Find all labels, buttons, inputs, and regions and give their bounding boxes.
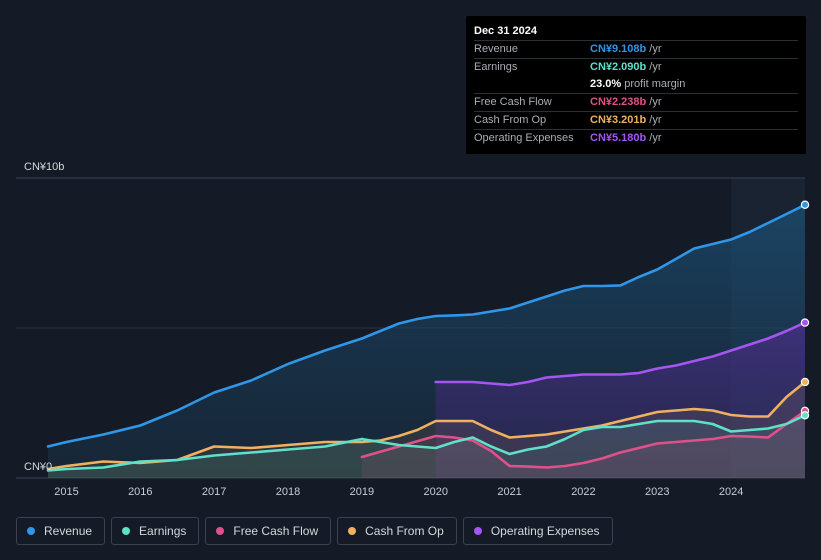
area-free-cash-flow (361, 410, 805, 478)
tooltip-row-revenue: Revenue CN¥9.108b /yr (474, 40, 798, 58)
x-tick-2019: 2019 (350, 486, 374, 498)
x-tick-2024: 2024 (719, 486, 743, 498)
tooltip-unit: profit margin (624, 78, 686, 90)
x-tick-2018: 2018 (276, 486, 300, 498)
line-earnings (46, 414, 807, 472)
tooltip-label: Operating Expenses (474, 132, 574, 144)
legend-dot-icon (27, 527, 35, 535)
legend-label: Revenue (44, 524, 93, 538)
line-revenue (46, 203, 807, 448)
legend-label: Free Cash Flow (233, 524, 319, 538)
tooltip-value: CN¥5.180b (590, 132, 647, 144)
x-tick-2023: 2023 (645, 486, 669, 498)
y-tick-bottom: CN¥0 (24, 461, 52, 473)
line-cash-from-op (46, 380, 807, 471)
tooltip-value: CN¥2.238b (590, 96, 647, 108)
tooltip-unit: /yr (649, 96, 662, 108)
tooltip-label: Revenue (474, 43, 519, 55)
tooltip-unit: /yr (649, 114, 662, 126)
tooltip-unit: /yr (649, 43, 662, 55)
tooltip-value: CN¥9.108b (590, 43, 647, 55)
legend-item-cash-from-op[interactable]: Cash From Op (337, 517, 457, 545)
legend-label: Cash From Op (365, 524, 444, 538)
tooltip-row-earnings: Earnings CN¥2.090b /yr (474, 58, 798, 76)
tooltip-unit: /yr (649, 61, 662, 73)
x-tick-2022: 2022 (571, 486, 595, 498)
legend-label: Operating Expenses (490, 524, 600, 538)
y-tick-top: CN¥10b (24, 161, 64, 173)
tooltip-date: Dec 31 2024 (474, 25, 537, 37)
line-operating-expenses (434, 321, 807, 387)
x-tick-2020: 2020 (423, 486, 447, 498)
tooltip-value: CN¥3.201b (590, 114, 647, 126)
legend-item-revenue[interactable]: Revenue (16, 517, 106, 545)
endpoint-revenue[interactable] (800, 200, 810, 209)
tooltip: Dec 31 2024 Revenue CN¥9.108b /yr Earnin… (466, 16, 806, 154)
legend-dot-icon (216, 527, 225, 535)
tooltip-label: Earnings (474, 61, 518, 73)
tooltip-label (474, 76, 590, 93)
legend-item-earnings[interactable]: Earnings (111, 517, 200, 545)
legend-label: Earnings (139, 524, 187, 538)
tooltip-value: CN¥2.090b (590, 61, 647, 73)
legend-item-free-cash-flow[interactable]: Free Cash Flow (205, 517, 332, 545)
tooltip-row-opex: Operating Expenses CN¥5.180b /yr (474, 129, 798, 147)
x-tick-2015: 2015 (54, 486, 78, 498)
tooltip-value: 23.0% (590, 78, 622, 90)
legend-dot-icon (122, 527, 131, 535)
tooltip-label: Cash From Op (474, 114, 547, 126)
area-earnings (48, 415, 805, 478)
chart: CN¥10b CN¥0 2015 2016 2017 2018 2019 2020 2021… (16, 161, 810, 498)
legend-dot-icon (348, 527, 357, 535)
tooltip-row-margin: 23.0% profit margin (474, 76, 798, 93)
x-tick-2016: 2016 (128, 486, 152, 498)
legend-dot-icon (473, 527, 482, 535)
tooltip-label: Free Cash Flow (474, 96, 552, 108)
legend-item-operating-expenses[interactable]: Operating Expenses (462, 517, 613, 545)
endpoint-operating-expenses[interactable] (800, 318, 810, 327)
endpoint-cash-from-op[interactable] (800, 377, 810, 387)
legend: Revenue Earnings Free Cash Flow Cash Fro… (16, 517, 619, 547)
x-tick-2021: 2021 (497, 486, 521, 498)
tooltip-row-cfo: Cash From Op CN¥3.201b /yr (474, 111, 798, 129)
endpoint-earnings[interactable] (800, 411, 810, 420)
x-tick-2017: 2017 (202, 486, 226, 498)
tooltip-row-fcf: Free Cash Flow CN¥2.238b /yr (474, 93, 798, 111)
tooltip-unit: /yr (649, 132, 662, 144)
